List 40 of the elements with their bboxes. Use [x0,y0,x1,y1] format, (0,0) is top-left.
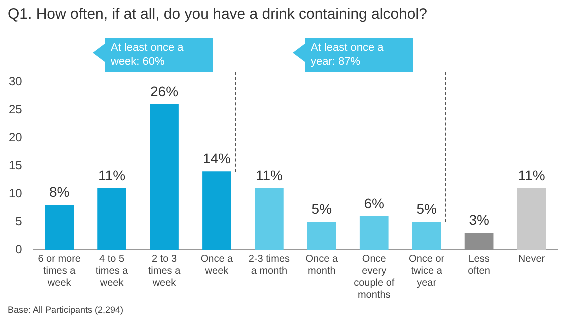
y-tick-label: 30 [8,74,23,88]
y-tick-label: 10 [8,186,23,200]
x-tick-label: 2-3 times a month [248,254,290,277]
x-tick-label: Once or twice a year [409,254,446,289]
y-tick-label: 25 [8,102,23,116]
bar [517,188,546,250]
text: At least once a year: 87% [305,38,413,72]
bar [255,188,284,250]
data-label: 11% [98,167,126,184]
bar [307,222,336,250]
data-label: 14% [202,150,231,166]
y-tick-label: 15 [8,158,23,172]
x-tick-label: Once a week [200,254,234,277]
bar [98,188,126,250]
data-label: 11% [256,167,283,184]
data-label: 6% [364,195,384,212]
y-tick-label: 5 [16,214,23,228]
bar [45,205,74,250]
bar [360,216,389,250]
text: At least once a week: 60% [105,38,213,72]
text: Base: All Participants (2,294) [8,305,124,315]
x-tick-label: 2 to 3 times a week [148,254,182,289]
bar [202,172,232,250]
x-tick-label: 6 or more times a week [38,254,82,289]
bar [150,104,179,250]
data-label: 3% [469,212,490,228]
x-tick-label: Once a month [306,254,338,277]
bar [412,222,442,250]
y-tick-label: 0 [16,242,23,256]
x-tick-label: Never [518,254,546,265]
data-label: 26% [150,83,179,100]
data-label: 5% [416,200,437,217]
chart-title: Q1. How often, if at all, do you have a drink containing alcohol? [8,6,428,23]
data-label: 5% [312,200,332,217]
data-label: 8% [49,184,70,200]
y-tick-label: 20 [8,130,23,144]
x-tick-label: Less often [468,254,490,277]
x-tick-label: 4 to 5 times a week [96,254,129,289]
x-tick-label: Once every couple of months [354,254,395,301]
data-label: 11% [518,167,546,184]
